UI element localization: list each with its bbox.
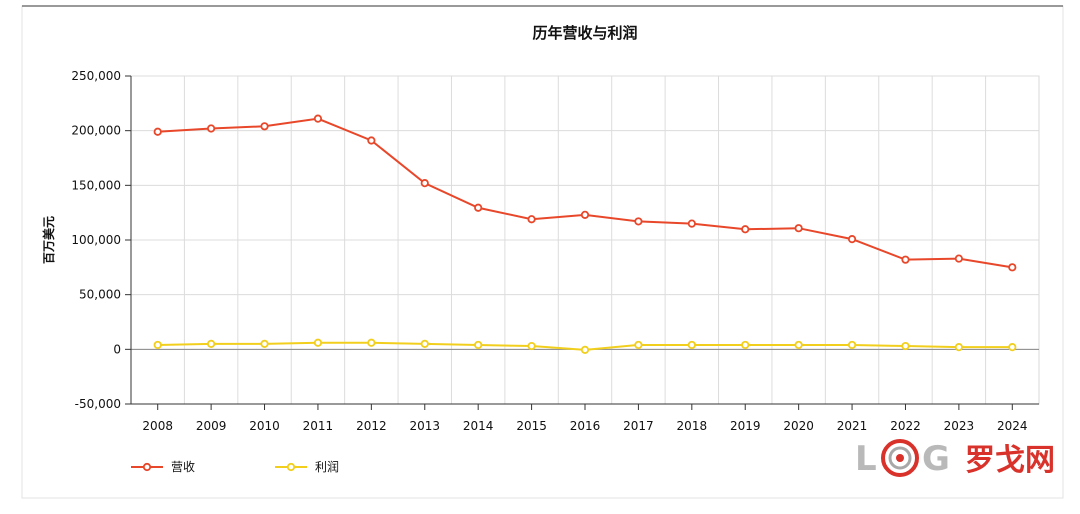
data-point[interactable] <box>420 339 429 348</box>
x-tick-label: 2024 <box>997 419 1028 433</box>
y-axis-label: 百万美元 <box>41 216 56 264</box>
x-tick-labels: 2008 2009 2010 2011 2012 2013 2014 2015 2016 2017… <box>142 419 1027 433</box>
watermark-g: G <box>922 439 950 479</box>
y-tick-label: 200,000 <box>71 124 121 138</box>
data-point[interactable] <box>153 340 162 350</box>
x-tick-label: 2020 <box>783 419 814 433</box>
watermark-target-icon <box>881 439 919 477</box>
x-tick-label: 2021 <box>837 419 868 433</box>
data-point[interactable] <box>741 340 750 350</box>
data-point[interactable] <box>634 217 643 226</box>
chart-title: 历年营收与利润 <box>532 24 637 42</box>
data-point[interactable] <box>847 340 857 350</box>
data-point[interactable] <box>901 255 910 264</box>
y-tick-label: 50,000 <box>79 288 121 302</box>
data-point[interactable] <box>580 345 590 354</box>
y-tick-label: 150,000 <box>71 178 121 192</box>
legend: 营收 利润 <box>131 460 339 474</box>
data-point[interactable] <box>367 338 376 347</box>
x-tick-label: 2019 <box>730 419 761 433</box>
x-tick-label: 2023 <box>944 419 975 433</box>
data-point[interactable] <box>901 341 910 351</box>
data-point[interactable] <box>474 203 483 212</box>
data-point[interactable] <box>794 224 803 233</box>
x-tick-label: 2014 <box>463 419 494 433</box>
data-point[interactable] <box>847 235 857 244</box>
data-point[interactable] <box>954 254 963 263</box>
x-tick-label: 2018 <box>677 419 708 433</box>
watermark-logo: L G 罗戈网 <box>855 439 1055 479</box>
x-tick-label: 2008 <box>142 419 173 433</box>
data-point[interactable] <box>207 339 216 348</box>
data-point[interactable] <box>313 114 323 123</box>
data-point[interactable] <box>580 210 590 219</box>
x-tick-label: 2017 <box>623 419 654 433</box>
series-lines <box>153 114 1017 354</box>
data-point[interactable] <box>367 136 376 145</box>
x-tick-label: 2013 <box>409 419 440 433</box>
data-point[interactable] <box>153 127 162 136</box>
data-point[interactable] <box>634 340 643 350</box>
data-point[interactable] <box>954 343 963 352</box>
y-tick-label: -50,000 <box>75 397 121 411</box>
x-tick-label: 2012 <box>356 419 387 433</box>
y-tick-label: 250,000 <box>71 69 121 83</box>
data-point[interactable] <box>313 338 323 347</box>
y-tick-label: 100,000 <box>71 233 121 247</box>
data-point[interactable] <box>794 340 803 350</box>
data-point[interactable] <box>527 341 536 351</box>
x-tick-label: 2015 <box>516 419 547 433</box>
data-point[interactable] <box>420 179 429 188</box>
data-point[interactable] <box>260 122 269 131</box>
legend-label[interactable]: 营收 <box>171 460 195 474</box>
data-point[interactable] <box>741 225 750 234</box>
x-tick-label: 2016 <box>570 419 601 433</box>
x-tick-label: 2010 <box>249 419 280 433</box>
legend-marker <box>142 462 152 472</box>
data-point[interactable] <box>207 124 216 133</box>
data-point[interactable] <box>687 219 696 228</box>
data-point[interactable] <box>260 339 269 348</box>
x-tick-label: 2022 <box>890 419 921 433</box>
data-point[interactable] <box>1008 343 1017 352</box>
x-tick-label: 2009 <box>196 419 227 433</box>
data-point[interactable] <box>1008 263 1017 272</box>
legend-label[interactable]: 利润 <box>315 460 339 474</box>
watermark-cn: 罗戈网 <box>965 443 1055 478</box>
chart-frame <box>21 5 1064 499</box>
data-point[interactable] <box>687 340 696 350</box>
y-tick-label: 0 <box>113 342 121 356</box>
legend-marker <box>286 462 296 472</box>
data-point[interactable] <box>527 215 536 224</box>
x-tick-label: 2011 <box>303 419 334 433</box>
data-point[interactable] <box>474 340 483 350</box>
y-tick-labels: -50,000 0 50,000 100,000 150,000 200,000 250,0… <box>71 69 121 411</box>
watermark-l: L <box>855 439 877 479</box>
